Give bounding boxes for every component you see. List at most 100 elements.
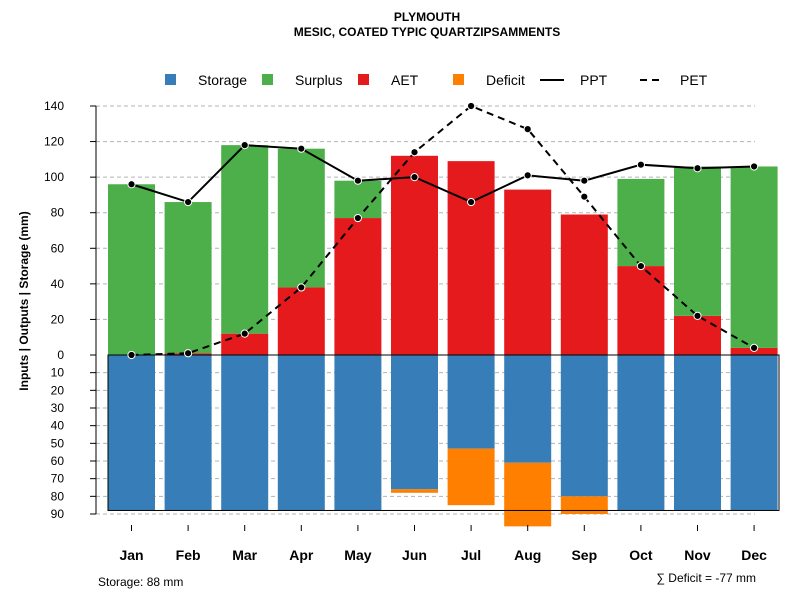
y-tick-label: 140 [44, 99, 64, 113]
x-tick-label: Dec [741, 547, 767, 563]
ppt-point [353, 176, 362, 185]
legend-swatch-storage [165, 74, 176, 85]
storage-bar [334, 355, 382, 511]
x-tick-label: May [344, 547, 371, 563]
y-tick-label: 20 [51, 383, 65, 397]
surplus-bar [277, 148, 325, 288]
y-tick-label: 80 [51, 206, 65, 220]
x-tick-label: Mar [232, 547, 257, 563]
y-tick-label: 90 [51, 507, 65, 521]
surplus-bar [674, 166, 721, 316]
legend-label-surplus: Surplus [295, 72, 342, 88]
storage-bar [391, 355, 438, 490]
ppt-point [240, 141, 249, 150]
ppt-point [410, 173, 419, 182]
legend-swatch-deficit [453, 74, 464, 85]
y-tick-label: 10 [51, 366, 65, 380]
legend-label-storage: Storage [198, 72, 247, 88]
pet-point [240, 329, 249, 338]
ppt-point [636, 160, 646, 169]
storage-bar [730, 355, 778, 511]
pet-point [410, 148, 419, 157]
pet-point [750, 343, 759, 352]
y-tick-label: 60 [51, 241, 65, 255]
ppt-point [184, 197, 193, 207]
storage-bar [504, 355, 552, 463]
storage-bar [560, 355, 608, 497]
surplus-bar [108, 184, 155, 355]
x-tick-label: Jul [461, 547, 481, 563]
y-tick-label: 30 [51, 401, 65, 415]
legend-label-pet: PET [680, 72, 708, 88]
y-tick-label: 50 [51, 436, 65, 450]
legend-label-aet: AET [391, 72, 419, 88]
legend-label-ppt: PPT [580, 72, 608, 88]
x-tick-label: Nov [684, 547, 711, 563]
pet-line [131, 104, 755, 356]
legend-swatch-surplus [262, 74, 273, 85]
bars [108, 145, 778, 527]
x-tick-label: Apr [289, 547, 314, 563]
y-tick-label: 100 [44, 170, 64, 184]
ppt-point [750, 162, 759, 171]
chart-subtitle: MESIC, COATED TYPIC QUARTZIPSAMMENTS [294, 25, 560, 39]
y-tick-label: 80 [51, 489, 65, 503]
y-tick-label: 120 [44, 135, 64, 149]
aet-bar [391, 155, 438, 355]
surplus-bar [730, 166, 778, 348]
ppt-point [580, 176, 589, 185]
pet-point [467, 101, 476, 111]
aet-bar [221, 333, 269, 355]
pet-point [184, 349, 193, 358]
pet-point [127, 350, 136, 360]
deficit-bar [447, 448, 495, 506]
x-tick-label: Sep [571, 547, 597, 563]
aet-bar [447, 161, 495, 355]
ppt-point [127, 180, 136, 189]
storage-bar [674, 355, 721, 511]
pet-point [353, 213, 362, 223]
axes: 0 20 40 60 80 100 120 140 10 20 30 40 50 60 70 80 90 Jan F… [44, 99, 780, 563]
y-tick-label: 0 [57, 348, 64, 362]
pet-point [523, 125, 532, 134]
series-lines [131, 104, 755, 356]
storage-bar [108, 355, 155, 511]
storage-bar [164, 355, 212, 511]
x-tick-label: Oct [629, 547, 653, 563]
y-tick-label: 60 [51, 454, 65, 468]
x-tick-label: Aug [514, 547, 541, 563]
y-tick-label: 40 [51, 419, 65, 433]
y-axis-label: Inputs | Outputs | Storage (mm) [17, 211, 31, 390]
ppt-point [693, 164, 702, 173]
y-tick-label: 20 [51, 312, 65, 326]
legend-label-deficit: Deficit [486, 72, 525, 88]
y-tick-label: 40 [51, 277, 65, 291]
aet-bar [504, 189, 552, 355]
pet-point [636, 261, 646, 271]
surplus-bar [164, 202, 212, 354]
deficit-bar [504, 462, 552, 527]
aet-bar [560, 214, 608, 355]
series-points [127, 101, 759, 360]
surplus-bar [617, 178, 665, 267]
x-tick-label: Jun [402, 547, 427, 563]
pet-point [297, 283, 306, 292]
x-tick-label: Feb [176, 547, 201, 563]
storage-bar [447, 355, 495, 449]
storage-bar [277, 355, 325, 511]
aet-bar [334, 218, 382, 355]
y-tick-label: 70 [51, 472, 65, 486]
ppt-point [523, 171, 532, 180]
legend: Storage Surplus AET Deficit PPT PET [165, 72, 708, 88]
storage-bar [221, 355, 269, 511]
storage-footnote: Storage: 88 mm [98, 575, 183, 589]
deficit-footnote: ∑ Deficit = -77 mm [656, 571, 756, 585]
aet-bar [674, 315, 721, 355]
pet-point [693, 311, 702, 320]
pet-point [580, 192, 589, 201]
aet-bar [277, 287, 325, 355]
ppt-line [131, 144, 755, 204]
deficit-bar [391, 489, 438, 493]
storage-bar [617, 355, 665, 511]
